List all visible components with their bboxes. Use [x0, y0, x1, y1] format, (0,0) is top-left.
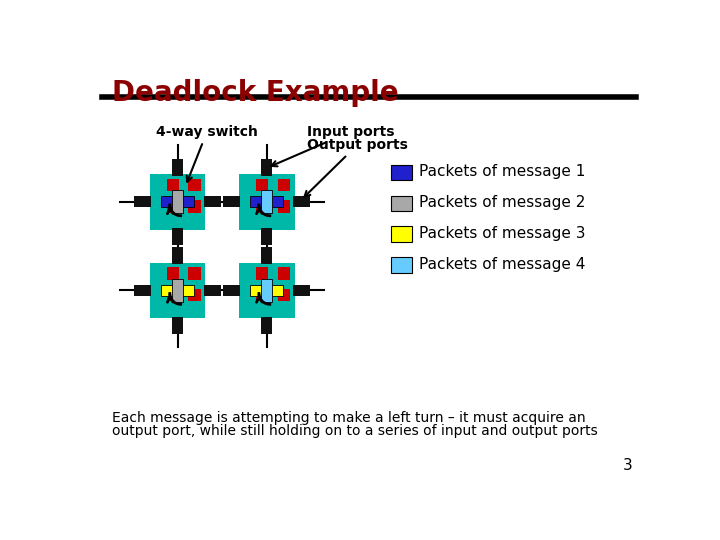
Bar — [293, 197, 310, 207]
Text: Packets of message 4: Packets of message 4 — [418, 256, 585, 272]
Text: Each message is attempting to make a left turn – it must acquire an: Each message is attempting to make a lef… — [112, 411, 585, 426]
Bar — [277, 289, 290, 301]
Bar — [172, 247, 183, 264]
Bar — [261, 159, 272, 176]
Bar — [261, 190, 272, 213]
Bar — [256, 289, 269, 301]
Bar — [251, 197, 283, 207]
Bar — [172, 159, 183, 176]
Bar — [189, 267, 201, 280]
Bar — [293, 285, 310, 296]
Bar — [261, 228, 272, 245]
Text: Input ports: Input ports — [271, 125, 395, 166]
Bar — [261, 279, 272, 302]
Text: output port, while still holding on to a series of input and output ports: output port, while still holding on to a… — [112, 423, 598, 437]
Bar — [391, 195, 413, 211]
Bar — [189, 179, 201, 191]
Text: Packets of message 3: Packets of message 3 — [418, 226, 585, 241]
Bar — [239, 262, 294, 318]
Bar — [277, 267, 290, 280]
Bar — [161, 197, 194, 207]
Text: Deadlock Example: Deadlock Example — [112, 79, 398, 107]
Bar — [251, 285, 283, 296]
Text: 3: 3 — [623, 458, 632, 473]
Bar — [172, 228, 183, 245]
Bar — [277, 200, 290, 213]
Bar — [261, 247, 272, 264]
Bar — [204, 197, 221, 207]
Bar — [391, 226, 413, 242]
Bar — [256, 267, 269, 280]
Bar — [167, 267, 179, 280]
Bar — [256, 200, 269, 213]
Text: Output ports: Output ports — [305, 138, 408, 197]
Text: Packets of message 2: Packets of message 2 — [418, 195, 585, 210]
Bar — [391, 165, 413, 180]
Bar — [261, 316, 272, 334]
Text: Packets of message 1: Packets of message 1 — [418, 164, 585, 179]
Bar — [134, 285, 151, 296]
Bar — [223, 285, 240, 296]
Bar — [277, 179, 290, 191]
Bar — [256, 179, 269, 191]
Bar — [189, 289, 201, 301]
Bar — [223, 197, 240, 207]
Bar — [150, 262, 205, 318]
Bar — [167, 179, 179, 191]
Bar — [391, 257, 413, 273]
Bar — [167, 200, 179, 213]
Bar — [189, 200, 201, 213]
Bar — [239, 174, 294, 230]
Bar — [161, 285, 194, 296]
Bar — [172, 190, 183, 213]
Bar — [134, 197, 151, 207]
Bar — [172, 316, 183, 334]
Bar — [167, 289, 179, 301]
Bar — [204, 285, 221, 296]
Text: 4-way switch: 4-way switch — [156, 125, 258, 182]
Bar — [172, 279, 183, 302]
Bar — [150, 174, 205, 230]
